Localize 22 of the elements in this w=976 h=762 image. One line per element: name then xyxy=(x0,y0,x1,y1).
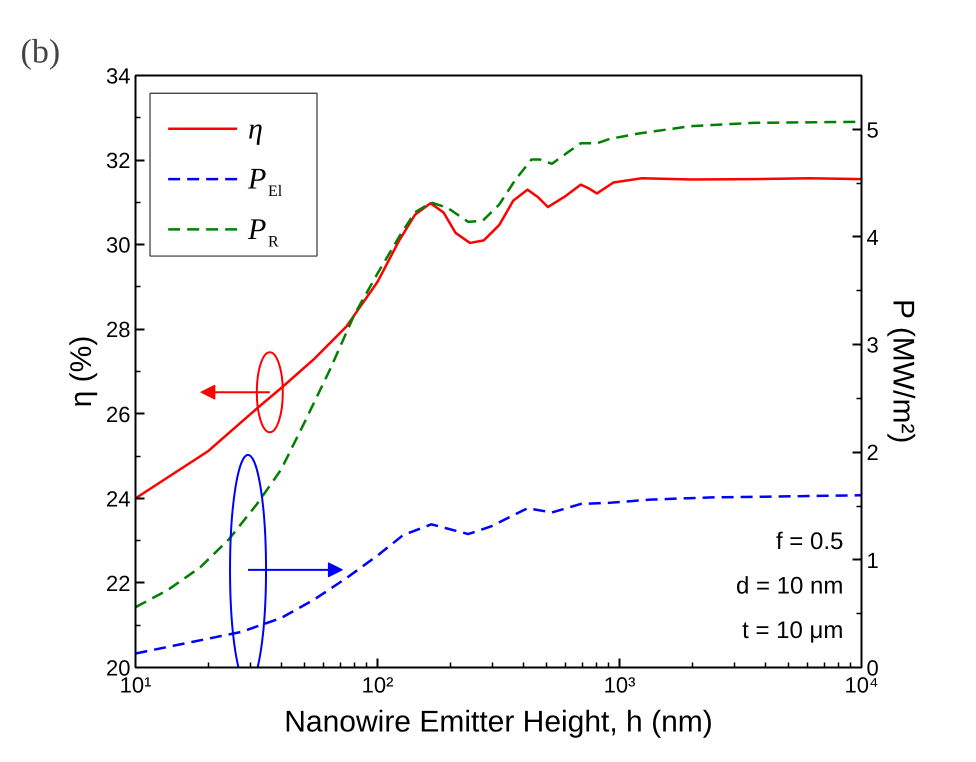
y2-tick-label: 3 xyxy=(866,332,879,358)
annotation: f = 0.5 xyxy=(776,528,844,556)
y-tick-label: 32 xyxy=(106,148,131,174)
y2-tick-label: 4 xyxy=(866,224,879,250)
y-tick-label: 26 xyxy=(106,402,131,427)
y2-tick-label: 2 xyxy=(866,440,879,466)
x-axis-title: Nanowire Emitter Height, h (nm) xyxy=(284,706,713,738)
y2-tick-label: 1 xyxy=(866,548,879,573)
y-tick-label: 22 xyxy=(106,570,131,596)
y2-axis-title: P (MW/m²) xyxy=(886,299,920,444)
annotation: d = 10 nm xyxy=(736,572,844,600)
chart-title: (b) xyxy=(20,34,60,70)
y-tick-label: 24 xyxy=(106,486,131,512)
y2-tick-label: 5 xyxy=(866,117,879,142)
y-tick-label: 34 xyxy=(106,64,131,88)
x-tick-label: 10² xyxy=(362,672,394,698)
annotation: t = 10 μm xyxy=(742,616,844,644)
y-tick-label: 30 xyxy=(106,232,131,258)
x-tick-label: 10³ xyxy=(604,672,636,698)
y-tick-label: 28 xyxy=(106,317,131,342)
y-axis-title: η (%) xyxy=(65,336,98,408)
legend-label: η xyxy=(248,112,263,146)
